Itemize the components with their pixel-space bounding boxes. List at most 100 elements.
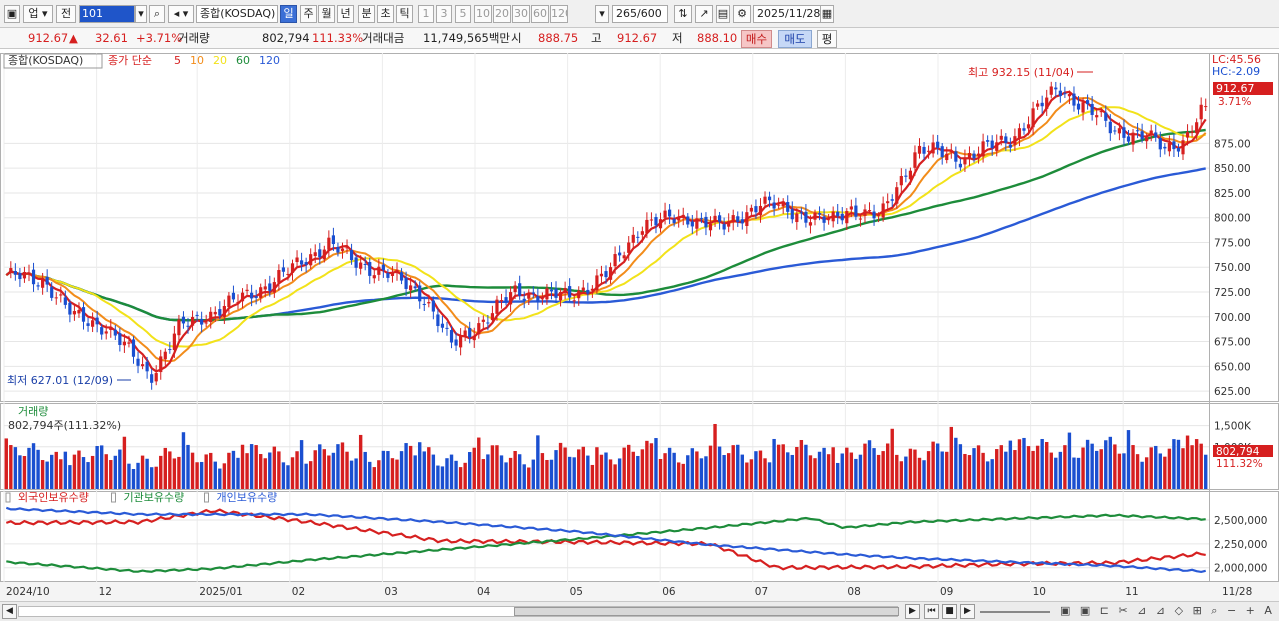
period-tab-6[interactable]: 틱 <box>396 5 413 23</box>
holding-legend-mark <box>5 492 11 503</box>
volume-bar <box>1149 447 1153 489</box>
candle-body <box>767 196 772 201</box>
interval-button-6[interactable]: 60 <box>531 5 549 23</box>
market-select[interactable]: 업 ▾ <box>23 5 53 23</box>
candle-body <box>958 163 962 168</box>
candle-body <box>250 292 254 299</box>
candle-body <box>649 219 654 221</box>
period-tab-3[interactable]: 년 <box>337 5 354 23</box>
speaker-icon[interactable]: ◂ ▾ <box>168 5 194 23</box>
candle-body <box>1181 140 1185 155</box>
volume-bar <box>149 467 154 489</box>
scroll-thumb[interactable] <box>514 607 899 616</box>
volume-bar <box>322 449 327 489</box>
first-icon[interactable]: ⏮ <box>924 604 939 619</box>
candle-body <box>318 249 322 258</box>
buy-button[interactable]: 매수 <box>741 30 772 48</box>
volume-bar <box>822 447 826 489</box>
volume-bar <box>508 457 513 489</box>
volume-bar <box>327 455 331 489</box>
search-icon[interactable]: ⌕ <box>149 5 165 23</box>
next-icon[interactable]: ▶ <box>960 604 975 619</box>
interval-button-0[interactable]: 1 <box>418 5 434 23</box>
candle-body <box>599 273 604 277</box>
candle-body <box>18 273 22 280</box>
candle-body <box>663 210 667 218</box>
candle-body <box>590 288 594 291</box>
stop-icon[interactable]: ■ <box>942 604 957 619</box>
save-icon[interactable]: ▤ <box>716 5 730 23</box>
interval-dropdown-icon[interactable]: ▾ <box>595 5 609 23</box>
interval-button-3[interactable]: 10 <box>474 5 492 23</box>
period-tab-2[interactable]: 월 <box>318 5 335 23</box>
interval-button-5[interactable]: 30 <box>512 5 530 23</box>
scroll-left-icon[interactable]: ◀ <box>2 604 17 619</box>
name-field: 종합(KOSDAQ) <box>196 5 278 23</box>
volume-bar <box>581 446 585 489</box>
candle-body <box>745 212 749 226</box>
calendar-icon[interactable]: ▦ <box>820 5 834 23</box>
period-tab-5[interactable]: 초 <box>377 5 394 23</box>
candle-body <box>190 317 195 326</box>
volume-bar <box>722 455 726 489</box>
candle-body <box>808 222 813 226</box>
interval-button-1[interactable]: 3 <box>436 5 452 23</box>
holding-legend-1: 기관보유수량 <box>124 491 185 504</box>
candle-body <box>113 329 117 336</box>
volume-bar <box>736 444 740 489</box>
candle-body <box>1008 144 1012 148</box>
prev-button[interactable]: 전 <box>56 5 76 23</box>
period-tab-4[interactable]: 분 <box>358 5 375 23</box>
volume-bar <box>740 454 745 489</box>
candle-body <box>36 285 40 287</box>
volume-bar <box>363 451 367 489</box>
count-field[interactable]: 265/600 <box>612 5 668 23</box>
scroll-track[interactable] <box>18 606 899 617</box>
candle-body <box>572 300 576 302</box>
price-panel-frame <box>0 53 1279 402</box>
scrollbar[interactable]: ◀ ▶ ⏮ ■ ▶ ▣ ▣ ⊏ ✂ ⊿ ⊿ ◇ ⊞ ⌕ − + A <box>0 601 1279 621</box>
candle-body <box>1104 112 1108 121</box>
candle-body <box>140 364 145 367</box>
window-icon[interactable]: ▣ <box>4 5 20 23</box>
candle-body <box>895 187 899 204</box>
sell-button[interactable]: 매도 <box>778 30 812 48</box>
interval-button-4[interactable]: 20 <box>493 5 511 23</box>
eval-button[interactable]: 평 <box>817 30 837 48</box>
volume-bar <box>813 458 817 489</box>
candle-body <box>413 286 417 289</box>
volume-bar <box>431 454 436 489</box>
candle-body <box>754 206 758 213</box>
candle-body <box>1126 136 1131 142</box>
zoom-slider[interactable] <box>980 611 1050 613</box>
candle-body <box>1122 127 1126 138</box>
code-input[interactable]: 101 <box>79 5 135 23</box>
volume-bar <box>781 444 785 489</box>
tool-icons[interactable]: ▣ ▣ ⊏ ✂ ⊿ ⊿ ◇ ⊞ ⌕ − + A <box>1060 604 1275 617</box>
period-tab-1[interactable]: 주 <box>300 5 317 23</box>
chart-svg[interactable]: 875.00 850.00 825.00 800.00 775.00 750.00 725.… <box>0 49 1279 601</box>
scroll-right-icon[interactable]: ▶ <box>905 604 920 619</box>
candle-body <box>640 231 644 235</box>
volume-bar <box>1081 447 1085 489</box>
volume-bar <box>427 447 431 489</box>
candle-body <box>1040 102 1044 107</box>
gear-icon[interactable]: ⚙ <box>733 5 751 23</box>
volume-bar <box>804 444 808 489</box>
volume-bar <box>254 445 258 489</box>
candle-body <box>654 217 658 226</box>
candle-body <box>627 242 631 253</box>
zoom-icon[interactable]: ⇅ <box>674 5 692 23</box>
period-tab-0[interactable]: 일 <box>280 5 297 23</box>
chart-area[interactable]: 875.00 850.00 825.00 800.00 775.00 750.00 725.… <box>0 49 1279 601</box>
candle-body <box>299 260 304 265</box>
interval-button-2[interactable]: 5 <box>455 5 471 23</box>
interval-button-7[interactable]: 120 <box>550 5 568 23</box>
date-field[interactable]: 2025/11/28 <box>753 5 829 23</box>
code-dropdown-icon[interactable]: ▾ <box>135 5 147 23</box>
volume-bar <box>259 454 263 489</box>
candle-body <box>272 282 276 293</box>
tool-icon[interactable]: ↗ <box>695 5 713 23</box>
volume-bar <box>436 465 440 489</box>
volume-bar <box>213 461 217 489</box>
